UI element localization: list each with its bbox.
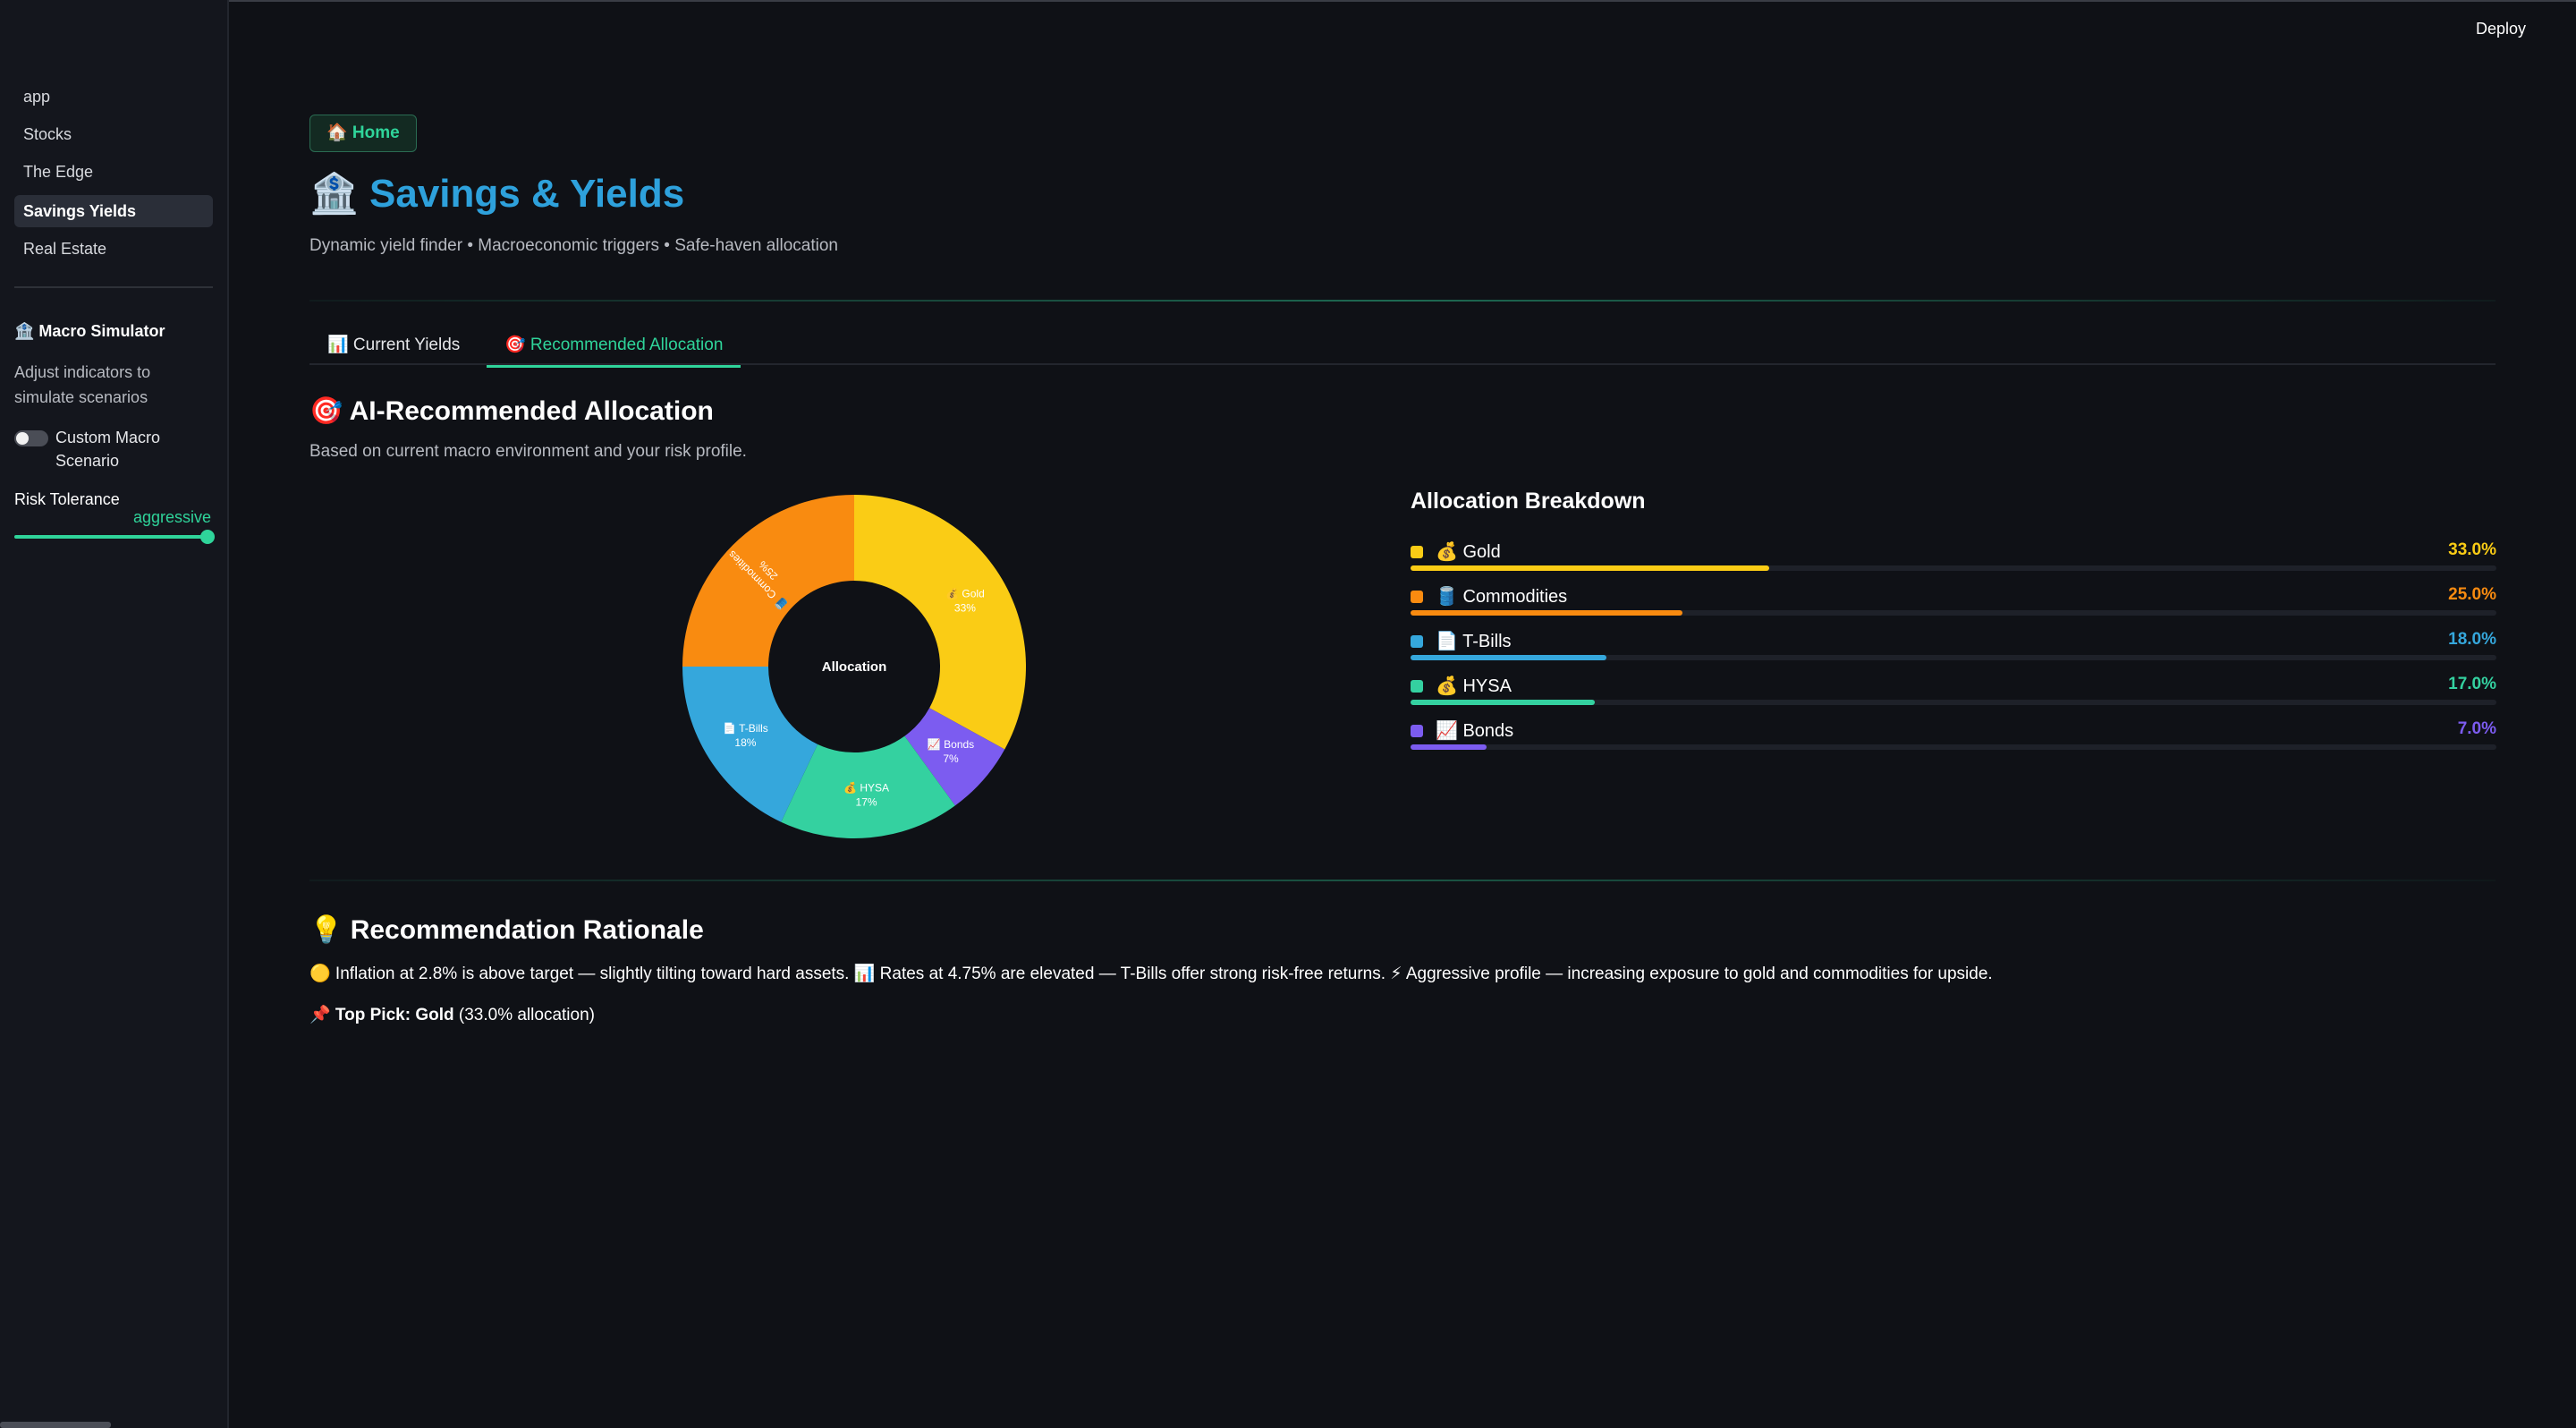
- sidebar-item-stocks[interactable]: Stocks: [23, 125, 72, 143]
- legend-swatch: [1411, 591, 1423, 603]
- donut-label-hysa: 💰 HYSA 17%: [843, 781, 889, 808]
- top-border: [0, 0, 2576, 2]
- breakdown-percent: 33.0%: [2448, 540, 2496, 559]
- legend-swatch: [1411, 635, 1423, 648]
- legend-swatch: [1411, 725, 1423, 737]
- donut-slice-bonds: [904, 708, 1005, 806]
- section-divider: [309, 880, 2496, 881]
- breakdown-label: 💰 HYSA: [1436, 676, 1512, 696]
- allocation-section-title: 🎯 AI-Recommended Allocation: [309, 396, 714, 426]
- risk-tolerance-value: aggressive: [132, 508, 211, 526]
- legend-swatch: [1411, 546, 1423, 558]
- sidebar-item-the-edge[interactable]: The Edge: [23, 163, 94, 181]
- breakdown-bar-track: [1411, 610, 2496, 616]
- breakdown-percent: 25.0%: [2448, 585, 2496, 604]
- donut-label-t-bills: 📄 T-Bills 18%: [723, 722, 768, 749]
- page-subtitle: Dynamic yield finder • Macroeconomic tri…: [309, 236, 838, 255]
- breakdown-bar-track: [1411, 565, 2496, 571]
- page-title: 🏦 Savings & Yields: [309, 172, 685, 216]
- sidebar-item-app[interactable]: app: [23, 88, 51, 106]
- breakdown-bar-fill: [1411, 565, 1769, 571]
- top-pick: 📌 Top Pick: Gold (33.0% allocation): [309, 1004, 595, 1025]
- breakdown-row-t-bills: 📄 T-Bills 18.0%: [1411, 630, 2496, 675]
- breakdown-bar-fill: [1411, 744, 1487, 750]
- donut-center-label: Allocation: [822, 659, 887, 675]
- macro-simulator-title: 🏦 Macro Simulator: [14, 322, 165, 340]
- top-pick-suffix: (33.0% allocation): [458, 1006, 595, 1024]
- header-divider: [309, 300, 2496, 302]
- allocation-donut-chart: 💰 Gold 33%📈 Bonds 7%💰 HYSA 17%📄 T-Bills 18%🛢…: [682, 495, 1026, 838]
- rationale-text: 🟡 Inflation at 2.8% is above target — sl…: [309, 965, 1993, 983]
- breakdown-bar-fill: [1411, 610, 1682, 616]
- legend-swatch: [1411, 680, 1423, 693]
- breakdown-row-commodities: 🛢️ Commodities 25.0%: [1411, 585, 2496, 630]
- sidebar-item-savings-yields[interactable]: Savings Yields: [14, 195, 213, 227]
- tab-recommended-allocation[interactable]: 🎯 Recommended Allocation: [487, 331, 741, 368]
- breakdown-row-hysa: 💰 HYSA 17.0%: [1411, 675, 2496, 719]
- breakdown-bar-track: [1411, 744, 2496, 750]
- tab-current-yields[interactable]: 📊 Current Yields: [327, 336, 461, 354]
- horizontal-scrollbar[interactable]: [0, 1422, 111, 1428]
- breakdown-bar-fill: [1411, 700, 1596, 705]
- breakdown-title: Allocation Breakdown: [1411, 489, 1646, 514]
- breakdown-percent: 18.0%: [2448, 630, 2496, 649]
- deploy-button[interactable]: Deploy: [2475, 20, 2526, 38]
- sidebar: app Stocks The Edge Savings Yields Real …: [0, 0, 229, 1428]
- donut-label-gold: 💰 Gold 33%: [945, 588, 985, 615]
- rationale-title: 💡 Recommendation Rationale: [309, 915, 704, 945]
- breakdown-label: 📄 T-Bills: [1436, 632, 1512, 651]
- breakdown-percent: 7.0%: [2457, 719, 2496, 738]
- custom-macro-toggle-label[interactable]: Custom Macro Scenario: [55, 429, 161, 470]
- breakdown-bar-track: [1411, 655, 2496, 660]
- top-pick-label: 📌 Top Pick:: [309, 1006, 411, 1024]
- breakdown-row-gold: 💰 Gold 33.0%: [1411, 540, 2496, 585]
- donut-slice-gold: [854, 495, 1026, 750]
- breakdown-bar-track: [1411, 700, 2496, 705]
- home-button[interactable]: 🏠 Home: [309, 115, 417, 152]
- breakdown-bar-fill: [1411, 655, 1606, 660]
- breakdown-row-bonds: 📈 Bonds 7.0%: [1411, 719, 2496, 764]
- donut-slice-hysa: [781, 735, 955, 838]
- risk-tolerance-label: Risk Tolerance: [14, 490, 120, 508]
- breakdown-label: 💰 Gold: [1436, 542, 1501, 562]
- risk-tolerance-slider-thumb[interactable]: [200, 530, 215, 544]
- allocation-section-description: Based on current macro environment and y…: [309, 442, 747, 461]
- breakdown-percent: 17.0%: [2448, 675, 2496, 693]
- custom-macro-toggle[interactable]: [14, 430, 48, 446]
- breakdown-label: 📈 Bonds: [1436, 721, 1514, 741]
- sidebar-divider: [14, 286, 213, 288]
- donut-slice-t-bills: [682, 667, 818, 822]
- toggle-knob: [16, 432, 29, 445]
- risk-tolerance-slider-track[interactable]: [14, 535, 209, 539]
- donut-slice-commodities: [682, 495, 854, 667]
- breakdown-label: 🛢️ Commodities: [1436, 587, 1568, 607]
- donut-label-bonds: 📈 Bonds 7%: [928, 738, 974, 765]
- top-pick-value: Gold: [415, 1006, 454, 1024]
- sidebar-item-real-estate[interactable]: Real Estate: [23, 240, 107, 258]
- tabs-underline: [309, 363, 2496, 365]
- macro-simulator-description: Adjust indicators to simulate scenarios: [14, 363, 151, 406]
